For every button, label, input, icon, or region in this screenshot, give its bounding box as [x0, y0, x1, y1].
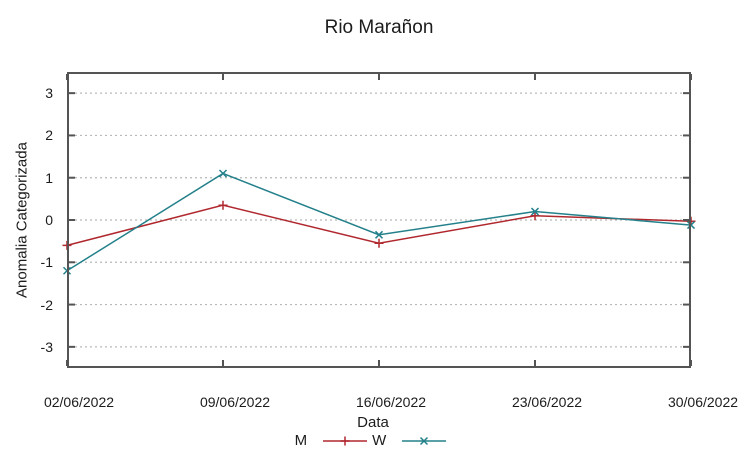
plot-area: [62, 72, 696, 368]
y-tick-label: 1: [45, 169, 53, 186]
x-tick-label: 09/06/2022: [199, 394, 271, 410]
plot-svg: [62, 72, 696, 368]
chart-title: Rio Marañon: [324, 17, 434, 38]
x-tick-label: 30/06/2022: [667, 394, 739, 410]
legend-label-w: W: [372, 432, 387, 449]
y-tick-label: -2: [40, 296, 53, 313]
y-tick-label: 2: [45, 127, 53, 144]
legend-entry-m: M: [295, 432, 373, 449]
y-tick-label: -1: [40, 254, 53, 271]
legend-entry-w: W: [372, 432, 451, 449]
legend-line-plus-icon: [323, 436, 368, 445]
x-tick-label: 16/06/2022: [355, 394, 427, 410]
x-tick-label: 23/06/2022: [511, 394, 583, 410]
legend-label-m: M: [294, 432, 308, 449]
legend: M W: [67, 432, 679, 449]
y-tick-label: 0: [45, 212, 53, 228]
legend-line-cross-icon: [402, 436, 447, 445]
y-tick-label: -3: [40, 338, 53, 355]
x-axis-title: Data: [357, 414, 389, 431]
x-tick-label: 02/06/2022: [43, 394, 115, 410]
y-tick-label: 3: [45, 85, 53, 102]
